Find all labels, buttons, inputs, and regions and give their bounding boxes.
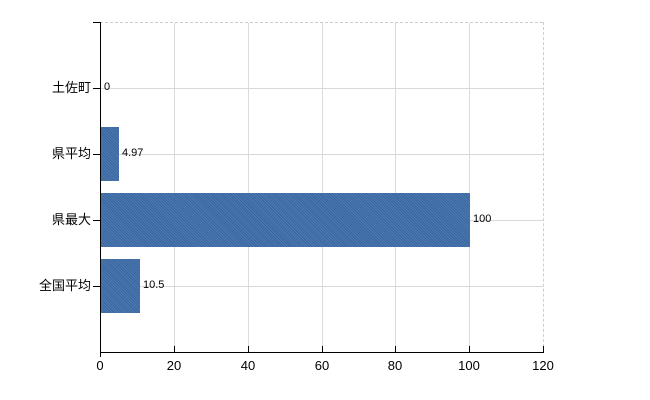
gridline-vertical xyxy=(469,23,471,352)
bar xyxy=(101,193,470,247)
gridline-horizontal xyxy=(101,286,543,287)
category-label: 全国平均 xyxy=(38,278,91,293)
x-axis-tick xyxy=(322,346,323,352)
y-axis-end-tick xyxy=(93,22,100,23)
x-axis-tick xyxy=(248,346,249,352)
x-tick-label: 60 xyxy=(314,358,330,373)
plot-border-top xyxy=(100,22,543,23)
value-label: 100 xyxy=(473,213,492,225)
y-axis-tick xyxy=(93,220,100,221)
x-axis-tick xyxy=(543,346,544,352)
bar xyxy=(101,127,119,181)
x-tick-label: 20 xyxy=(166,358,182,373)
y-axis-tick xyxy=(93,154,100,155)
category-label: 県最大 xyxy=(51,212,91,227)
x-axis-tick xyxy=(469,346,470,352)
bar xyxy=(101,259,140,313)
y-axis-tick xyxy=(93,286,100,287)
value-label: 4.97 xyxy=(122,147,144,159)
gridline-horizontal xyxy=(101,154,543,155)
gridline-vertical xyxy=(395,23,397,352)
value-label: 0 xyxy=(104,81,111,93)
x-axis-tick xyxy=(395,346,396,352)
category-label: 県平均 xyxy=(51,146,91,161)
x-axis-tick xyxy=(174,346,175,352)
x-axis xyxy=(100,352,544,353)
y-axis-tick xyxy=(93,88,100,89)
x-tick-label: 100 xyxy=(458,358,480,373)
x-tick-label: 40 xyxy=(240,358,256,373)
x-tick-label: 0 xyxy=(96,358,104,373)
plot-border-right xyxy=(543,22,544,352)
gridline-vertical xyxy=(321,23,323,352)
x-tick-label: 120 xyxy=(532,358,554,373)
gridline-vertical xyxy=(173,23,175,352)
gridline-vertical xyxy=(247,23,249,352)
category-label: 土佐町 xyxy=(51,80,91,95)
x-tick-label: 80 xyxy=(387,358,403,373)
value-label: 10.5 xyxy=(143,279,165,291)
y-axis xyxy=(100,22,101,357)
gridline-horizontal xyxy=(101,88,543,89)
